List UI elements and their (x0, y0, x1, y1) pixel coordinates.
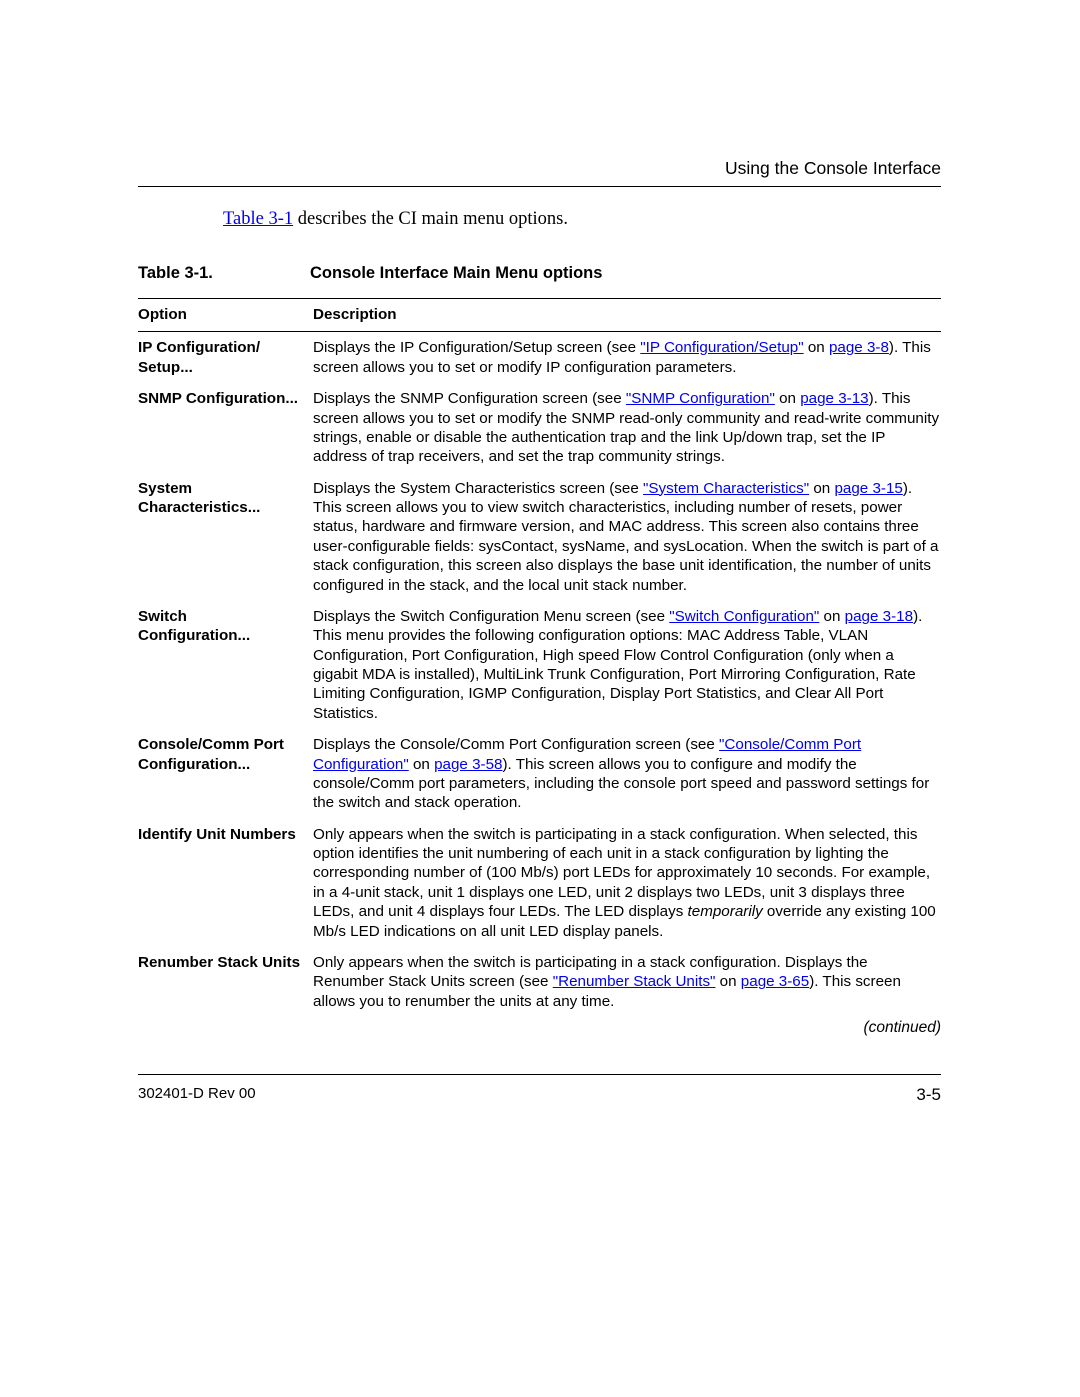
table-caption: Table 3-1.Console Interface Main Menu op… (138, 264, 941, 283)
table-row: System Characteristics... Displays the S… (138, 473, 941, 601)
option-name: Switch Configuration... (138, 601, 313, 729)
running-header: Using the Console Interface (138, 158, 941, 187)
table-row: SNMP Configuration... Displays the SNMP … (138, 383, 941, 473)
table-row: Console/Comm Port Configuration... Displ… (138, 729, 941, 819)
page-link[interactable]: page 3-8 (829, 339, 889, 356)
page-link[interactable]: page 3-58 (434, 756, 502, 773)
page-number: 3-5 (916, 1085, 941, 1105)
table-row: Identify Unit Numbers Only appears when … (138, 819, 941, 947)
table-ref-link[interactable]: Table 3-1 (223, 209, 293, 229)
intro-paragraph: Table 3-1 describes the CI main menu opt… (223, 209, 941, 230)
table-row: Renumber Stack Units Only appears when t… (138, 947, 941, 1017)
xref-link[interactable]: "SNMP Configuration" (626, 390, 775, 407)
option-name: Console/Comm Port Configuration... (138, 729, 313, 819)
page-link[interactable]: page 3-65 (741, 973, 809, 990)
option-name: IP Configuration/ Setup... (138, 332, 313, 383)
option-desc: Displays the IP Configuration/Setup scre… (313, 332, 941, 383)
italic-word: temporarily (688, 903, 763, 920)
option-desc: Displays the SNMP Configuration screen (… (313, 383, 941, 473)
option-desc: Displays the System Characteristics scre… (313, 473, 941, 601)
table-row: IP Configuration/ Setup... Displays the … (138, 332, 941, 383)
continued-marker: (continued) (138, 1019, 941, 1037)
page-link[interactable]: page 3-13 (800, 390, 868, 407)
section-title: Using the Console Interface (725, 158, 941, 178)
option-name: Renumber Stack Units (138, 947, 313, 1017)
page-link[interactable]: page 3-15 (834, 480, 902, 497)
options-table: Option Description IP Configuration/ Set… (138, 298, 941, 1017)
page-body: Using the Console Interface Table 3-1 de… (138, 158, 941, 1037)
table-header-row: Option Description (138, 299, 941, 332)
option-desc: Displays the Switch Configuration Menu s… (313, 601, 941, 729)
option-name: System Characteristics... (138, 473, 313, 601)
page-footer: 302401-D Rev 00 3-5 (138, 1074, 941, 1105)
option-desc: Only appears when the switch is particip… (313, 947, 941, 1017)
option-name: SNMP Configuration... (138, 383, 313, 473)
caption-label: Table 3-1. (138, 264, 310, 283)
col-description: Description (313, 299, 941, 332)
caption-title: Console Interface Main Menu options (310, 264, 602, 282)
intro-text: describes the CI main menu options. (293, 209, 568, 229)
xref-link[interactable]: "IP Configuration/Setup" (640, 339, 803, 356)
doc-revision: 302401-D Rev 00 (138, 1085, 256, 1102)
page-link[interactable]: page 3-18 (845, 608, 913, 625)
xref-link[interactable]: "System Characteristics" (643, 480, 809, 497)
col-option: Option (138, 299, 313, 332)
xref-link[interactable]: "Switch Configuration" (669, 608, 819, 625)
xref-link[interactable]: "Renumber Stack Units" (553, 973, 716, 990)
option-desc: Displays the Console/Comm Port Configura… (313, 729, 941, 819)
table-row: Switch Configuration... Displays the Swi… (138, 601, 941, 729)
option-desc: Only appears when the switch is particip… (313, 819, 941, 947)
option-name: Identify Unit Numbers (138, 819, 313, 947)
